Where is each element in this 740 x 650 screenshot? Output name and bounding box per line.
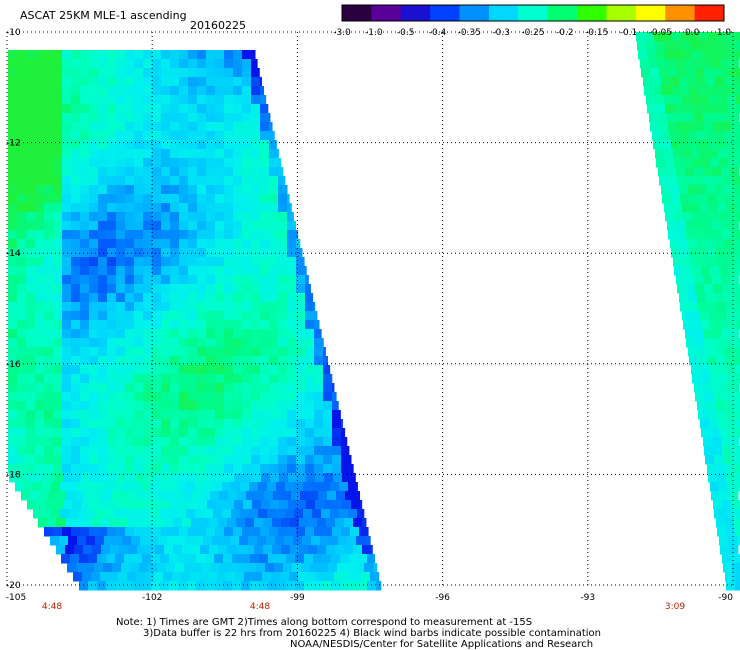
axis-labels: -10 -12 -14 -16 -18 -20 -105 -102 -99 -96 -93 -90 4:… — [6, 28, 733, 612]
colorbar-swatch — [606, 5, 637, 21]
swath-time-label: 4:48 — [250, 602, 270, 612]
note-line-1: Note: 1) Times are GMT 2)Times along bot… — [116, 617, 533, 628]
colorbar-label: -1.0 — [365, 28, 383, 38]
colorbar-swatch — [488, 5, 519, 21]
colorbar-label: -0.35 — [458, 28, 481, 38]
lon-tick-label: -93 — [580, 593, 595, 603]
note-line-2: 3)Data buffer is 22 hrs from 20160225 4)… — [143, 628, 601, 639]
colorbar-swatch — [342, 5, 372, 21]
colorbar-swatch — [430, 5, 460, 21]
lon-tick-label: -99 — [290, 593, 305, 603]
colorbar-label: -0.3 — [492, 28, 510, 38]
colorbar-label: -0.1 — [620, 28, 638, 38]
lon-tick-label: -90 — [718, 593, 733, 603]
colorbar-swatch — [665, 5, 696, 21]
grid-lines — [6, 31, 734, 586]
colorbar-swatch — [635, 5, 666, 21]
colorbar-swatch — [400, 5, 431, 21]
colorbar-label: 0.0 — [685, 28, 700, 38]
chart-title: ASCAT 25KM MLE-1 ascending — [20, 9, 187, 22]
colorbar-label: -0.2 — [556, 28, 574, 38]
colorbar-swatch — [459, 5, 490, 21]
lat-tick-label: -12 — [6, 139, 21, 149]
lat-tick-label: -14 — [6, 249, 21, 259]
colorbar-label: -0.4 — [429, 28, 447, 38]
lat-tick-label: -10 — [6, 28, 21, 38]
lon-tick-label: -96 — [435, 593, 450, 603]
swath-time-label: 4:48 — [42, 602, 62, 612]
lat-tick-label: -20 — [6, 581, 21, 591]
lon-tick-label: -105 — [6, 593, 26, 603]
swath-data — [8, 32, 740, 591]
swath-time-label: 3:09 — [665, 602, 685, 612]
colorbar-swatch — [518, 5, 549, 21]
chart-date: 20160225 — [190, 19, 246, 32]
colorbar-swatch — [547, 5, 578, 21]
colorbar-label: -3.0 — [333, 28, 351, 38]
colorbar: -3.0 -1.0 -0.5 -0.4 -0.35 -0.3 -0.25 -0.2 -0.15 -… — [333, 4, 732, 38]
lat-tick-label: -16 — [6, 360, 21, 370]
colorbar-label: -0.05 — [649, 28, 672, 38]
colorbar-label: -0.15 — [585, 28, 608, 38]
lon-tick-label: -102 — [142, 593, 162, 603]
note-line-3: NOAA/NESDIS/Center for Satellite Applica… — [290, 639, 594, 650]
colorbar-swatch — [577, 5, 607, 21]
colorbar-swatch — [371, 5, 402, 21]
colorbar-label: 1.0 — [717, 28, 732, 38]
lat-tick-label: -18 — [6, 470, 21, 480]
colorbar-swatch — [694, 5, 725, 21]
colorbar-label: -0.25 — [521, 28, 544, 38]
colorbar-label: -0.5 — [397, 28, 415, 38]
